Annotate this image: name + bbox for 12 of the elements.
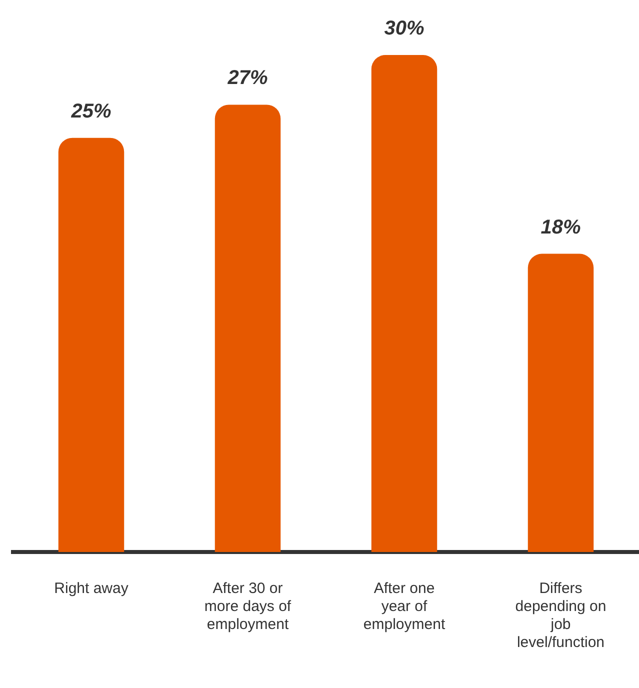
data-label: 27% <box>226 67 268 90</box>
x-tick-label: After 30 or more days of employment <box>204 580 292 634</box>
data-label: 25% <box>70 100 112 122</box>
bar <box>371 55 438 552</box>
data-label: 30% <box>384 18 424 40</box>
x-tick-label: After one year of employment <box>363 580 446 634</box>
bar <box>214 104 281 552</box>
data-label: 18% <box>540 216 581 238</box>
bar <box>58 138 124 552</box>
x-tick-label: Differs depending on job level/function <box>515 580 606 652</box>
bar <box>528 254 594 552</box>
x-tick-label: Right away <box>54 580 129 598</box>
